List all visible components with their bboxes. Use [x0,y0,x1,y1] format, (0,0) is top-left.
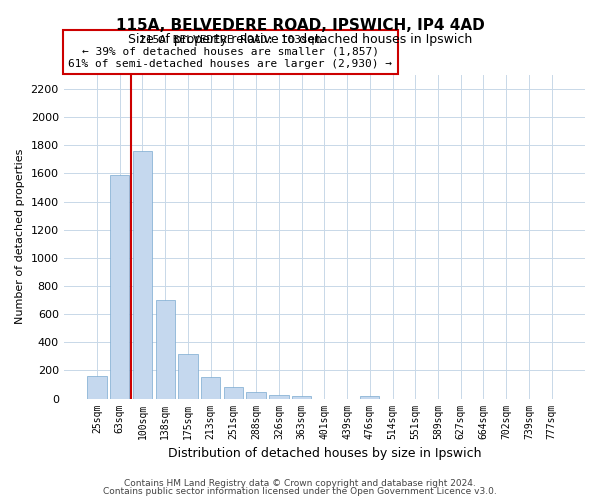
Y-axis label: Number of detached properties: Number of detached properties [15,149,25,324]
Text: Size of property relative to detached houses in Ipswich: Size of property relative to detached ho… [128,32,472,46]
Bar [247,392,266,398]
Bar [133,151,152,398]
Bar [201,377,220,398]
Bar [292,396,311,398]
Bar [155,300,175,398]
Bar [224,386,243,398]
Text: 115A BELVEDERE ROAD: 103sqm
← 39% of detached houses are smaller (1,857)
61% of : 115A BELVEDERE ROAD: 103sqm ← 39% of det… [68,36,392,68]
Text: 115A, BELVEDERE ROAD, IPSWICH, IP4 4AD: 115A, BELVEDERE ROAD, IPSWICH, IP4 4AD [116,18,484,32]
Bar [269,395,289,398]
Text: Contains HM Land Registry data © Crown copyright and database right 2024.: Contains HM Land Registry data © Crown c… [124,478,476,488]
Bar [360,396,379,398]
Bar [178,354,197,399]
Bar [110,175,130,398]
Text: Contains public sector information licensed under the Open Government Licence v3: Contains public sector information licen… [103,487,497,496]
Bar [88,376,107,398]
X-axis label: Distribution of detached houses by size in Ipswich: Distribution of detached houses by size … [167,447,481,460]
